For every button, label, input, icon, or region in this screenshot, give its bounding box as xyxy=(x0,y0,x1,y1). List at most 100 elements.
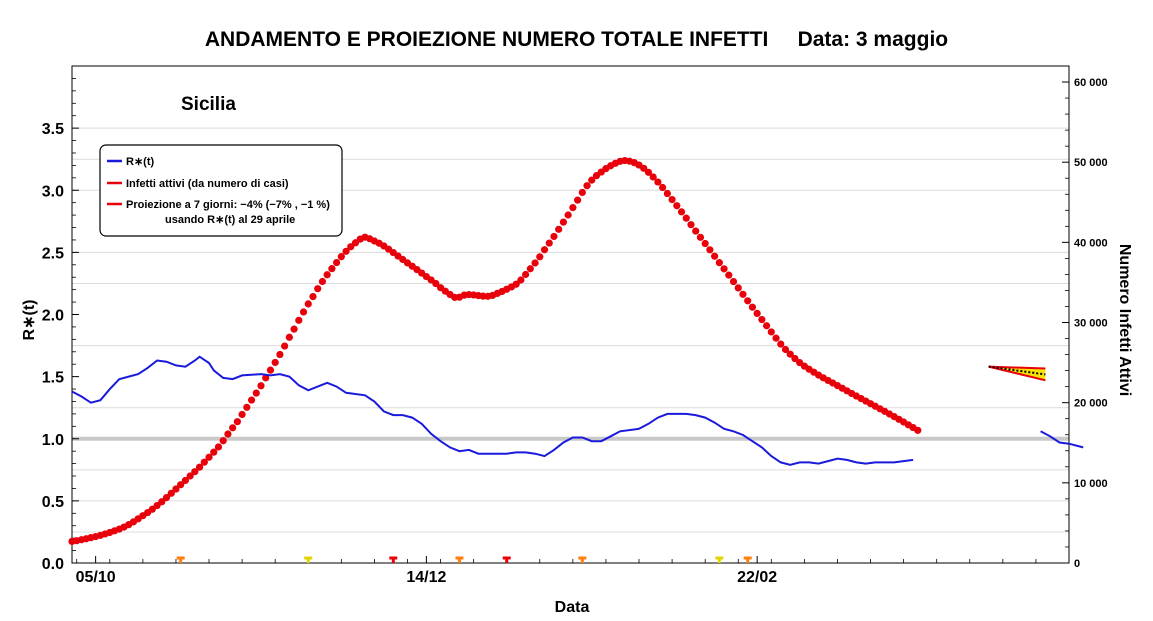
infetti-point xyxy=(224,430,232,438)
y-tick-label-left: 2.5 xyxy=(42,245,64,262)
infetti-point xyxy=(758,315,766,324)
infetti-point xyxy=(200,458,208,466)
infetti-point xyxy=(573,196,582,204)
infetti-point xyxy=(186,472,194,480)
infetti-point xyxy=(214,443,223,451)
infetti-point xyxy=(687,221,695,229)
infetti-point xyxy=(281,342,289,350)
chart-title-text: ANDAMENTO E PROIEZIONE NUMERO TOTALE INF… xyxy=(204,28,769,51)
infetti-point xyxy=(640,164,648,172)
infetti-point xyxy=(659,183,667,192)
infetti-point xyxy=(229,424,237,432)
infetti-point xyxy=(257,382,265,390)
x-tick-label: 05/10 xyxy=(76,569,116,586)
infetti-point xyxy=(706,246,714,254)
infetti-point xyxy=(564,211,572,219)
legend-label-r-star: R∗(t) xyxy=(126,156,154,168)
infetti-point xyxy=(692,227,700,235)
infetti-point xyxy=(715,259,723,267)
infetti-point xyxy=(210,448,218,456)
series-r-star xyxy=(71,355,1084,466)
legend-label-infetti: Infetti attivi (da numero di casi) xyxy=(126,178,289,190)
r-star-line xyxy=(1040,430,1084,449)
infetti-point xyxy=(328,265,336,273)
y-tick-label-left: 0.0 xyxy=(42,556,64,573)
y-axis-label-right: Numero Infetti Attivi xyxy=(1116,244,1133,396)
infetti-point xyxy=(318,277,327,286)
infetti-point xyxy=(767,328,775,336)
infetti-point xyxy=(748,303,757,311)
infetti-point xyxy=(781,345,790,354)
infetti-point xyxy=(290,325,298,333)
infetti-point xyxy=(696,233,705,241)
infetti-point xyxy=(644,168,653,176)
legend-box xyxy=(99,144,343,237)
x-tick-label: 22/02 xyxy=(737,569,777,586)
infetti-point xyxy=(744,297,752,305)
infetti-point xyxy=(158,498,166,506)
infetti-point xyxy=(512,280,520,288)
infetti-point xyxy=(663,189,671,198)
y-tick-label-right: 20 000 xyxy=(1074,398,1108,410)
infetti-point xyxy=(668,195,676,204)
infetti-point xyxy=(177,481,185,489)
infetti-point xyxy=(654,178,662,186)
y-tick-label-right: 30 000 xyxy=(1074,318,1108,330)
infetti-point xyxy=(323,271,331,279)
infetti-point xyxy=(531,259,539,267)
infetti-point xyxy=(583,182,591,190)
event-markers xyxy=(176,556,752,563)
infetti-point xyxy=(299,308,308,316)
infetti-point xyxy=(285,333,293,341)
infetti-point xyxy=(337,253,345,261)
infetti-point xyxy=(517,276,525,284)
infetti-point xyxy=(545,239,553,247)
infetti-point xyxy=(309,292,317,301)
infetti-point xyxy=(195,463,204,471)
infetti-point xyxy=(569,204,577,212)
y-tick-label-right: 40 000 xyxy=(1074,237,1108,249)
infetti-point xyxy=(247,396,256,404)
y-tick-label-right: 50 000 xyxy=(1074,157,1108,169)
infetti-point xyxy=(252,389,260,397)
infetti-point xyxy=(711,252,719,260)
infetti-point xyxy=(295,316,303,324)
y-tick-label-left: 2.0 xyxy=(42,308,64,325)
r-star-line xyxy=(71,355,914,466)
y-tick-label-right: 60 000 xyxy=(1074,77,1108,89)
infetti-point xyxy=(536,253,544,261)
infetti-point xyxy=(682,214,690,222)
infetti-point xyxy=(777,340,785,348)
infetti-point xyxy=(191,468,199,476)
infetti-point xyxy=(238,410,246,419)
infetti-point xyxy=(762,322,771,330)
infetti-point xyxy=(914,426,922,434)
infetti-point xyxy=(342,247,350,255)
plot-border xyxy=(71,65,1070,564)
plot-frame xyxy=(71,65,1070,564)
infetti-point xyxy=(233,418,241,426)
infetti-point xyxy=(205,453,213,461)
chart-date-label: Data: 3 maggio xyxy=(797,28,949,51)
infetti-point xyxy=(649,173,657,181)
projection-fan xyxy=(988,365,1046,382)
infetti-point xyxy=(729,277,738,286)
infetti-point xyxy=(432,279,440,288)
infetti-point xyxy=(550,232,558,241)
infetti-point xyxy=(555,225,563,233)
legend-label-proiezione: Proiezione a 7 giorni: −4% (−7% , −1 %) xyxy=(126,199,330,211)
infetti-point xyxy=(347,243,355,251)
x-axis-label: Data xyxy=(555,599,590,616)
infetti-point xyxy=(276,350,284,359)
infetti-point xyxy=(701,239,709,248)
y-tick-label-right: 0 xyxy=(1074,558,1080,570)
infetti-point xyxy=(181,476,190,485)
infetti-point xyxy=(753,309,761,317)
legend-note: usando R∗(t) al 29 aprile xyxy=(165,214,295,226)
infetti-point xyxy=(526,265,534,273)
infetti-point xyxy=(791,354,799,363)
infetti-point xyxy=(725,271,733,279)
infetti-point xyxy=(262,374,270,382)
infetti-point xyxy=(271,358,279,367)
